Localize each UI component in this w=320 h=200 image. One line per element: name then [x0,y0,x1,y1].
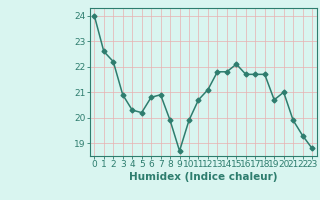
X-axis label: Humidex (Indice chaleur): Humidex (Indice chaleur) [129,172,277,182]
